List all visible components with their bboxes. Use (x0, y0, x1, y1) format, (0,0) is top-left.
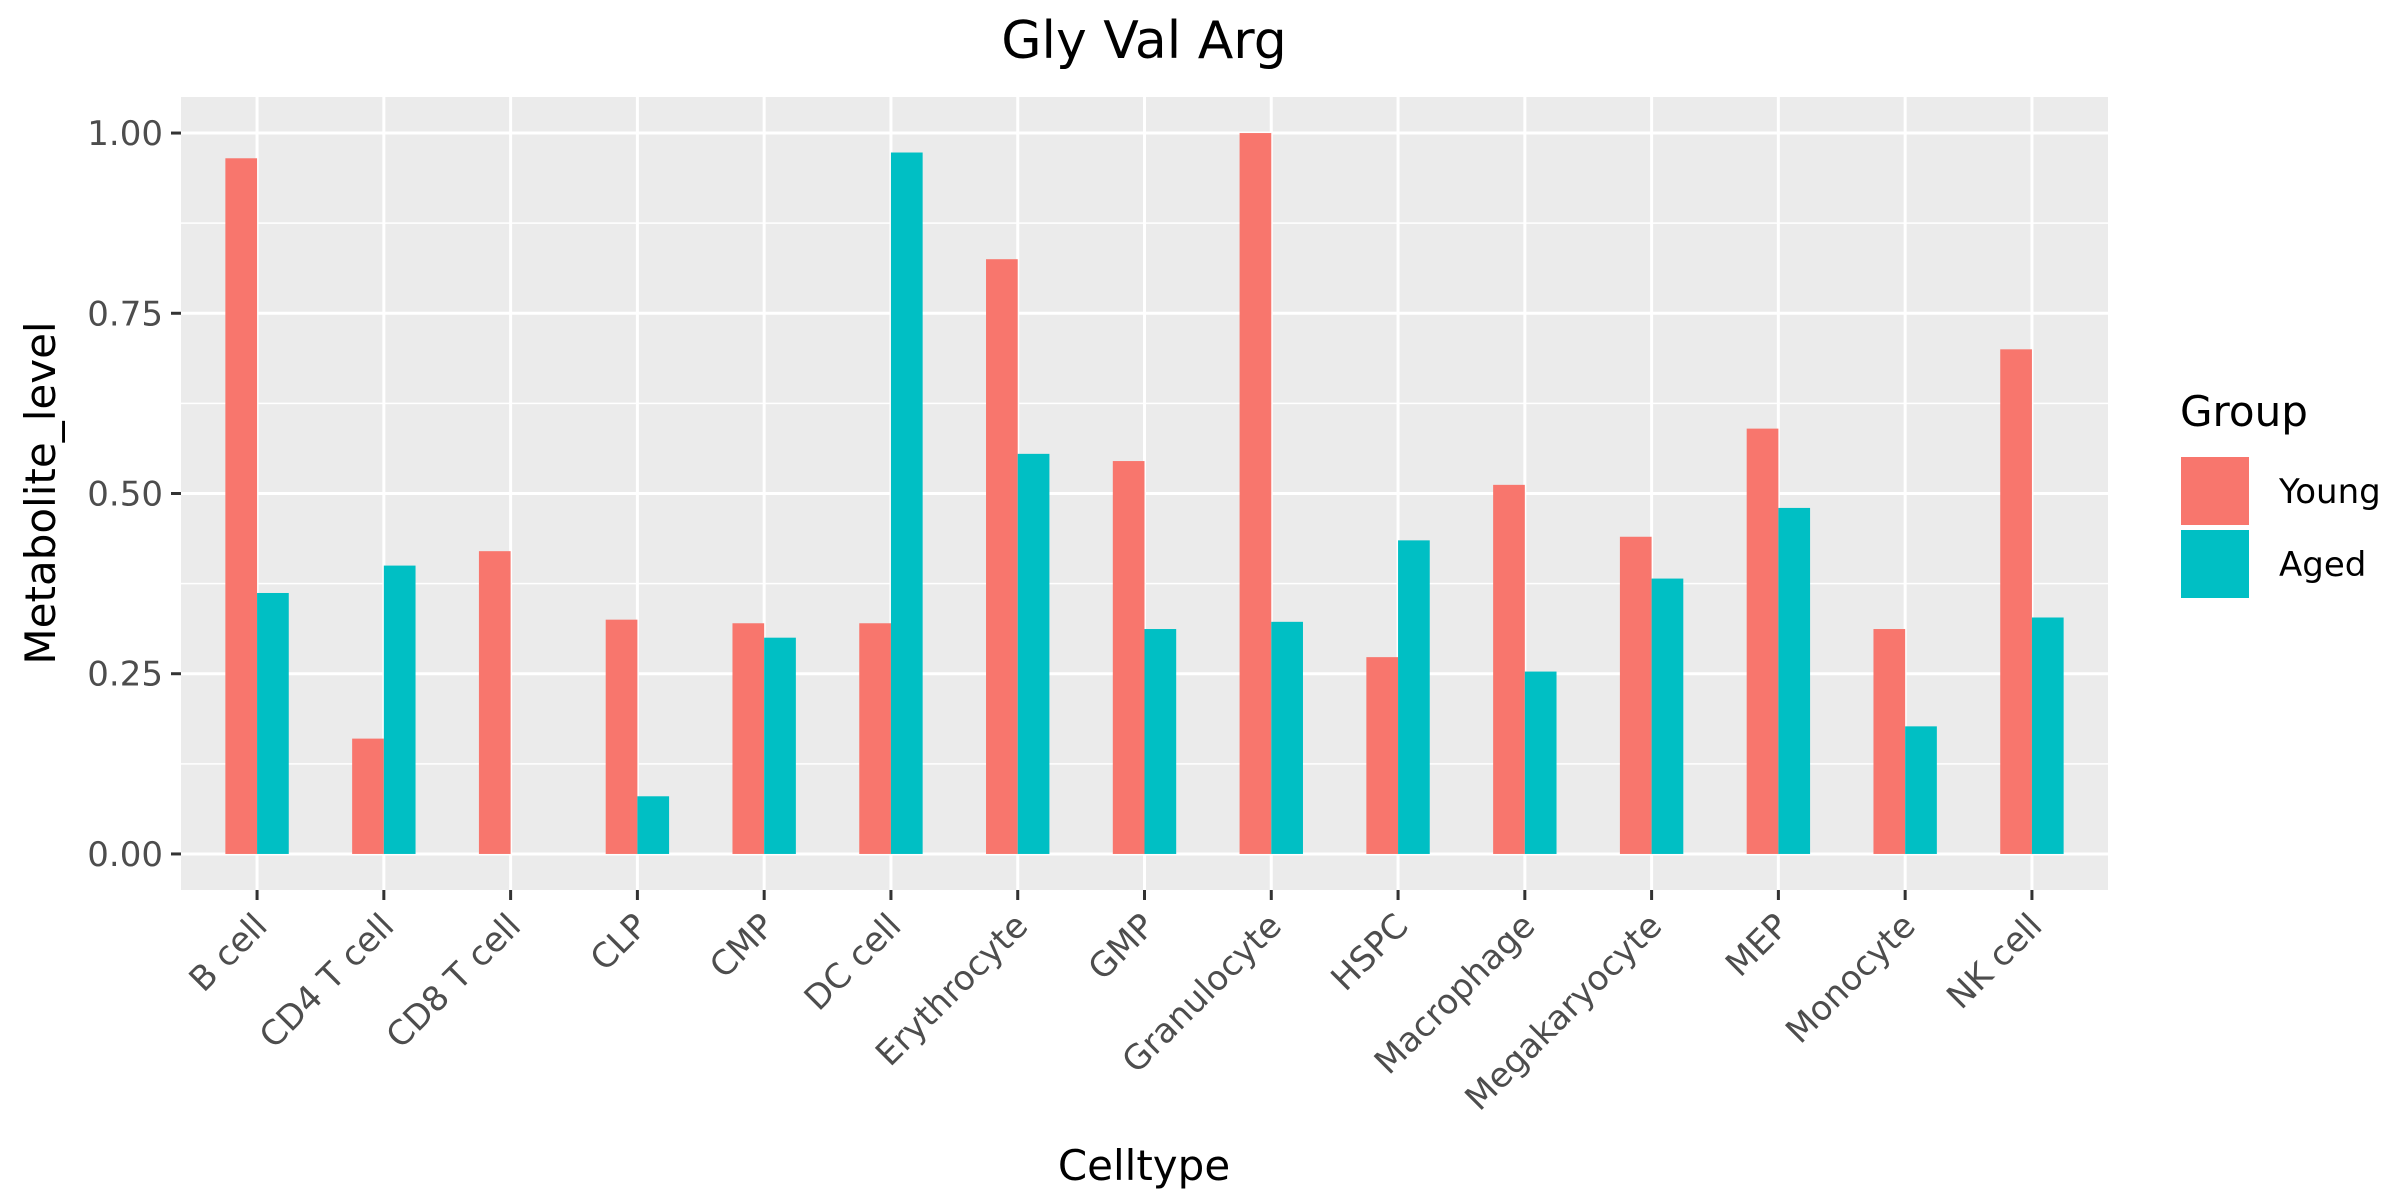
y-tick-label: 0.25 (87, 655, 163, 695)
x-tick-label: Monocyte (1778, 906, 1923, 1051)
bars-layer (225, 133, 2064, 854)
legend-key-young (2181, 457, 2249, 525)
x-tick-label: HSPC (1323, 906, 1416, 999)
bar-young-cd8-t-cell (478, 551, 511, 854)
x-tick-label: B cell (182, 906, 276, 1000)
bar-aged-nk-cell (2031, 617, 2064, 854)
x-tick-label: CD4 T cell (252, 906, 402, 1056)
bar-aged-dc-cell (890, 152, 923, 854)
legend-label-aged: Aged (2279, 545, 2366, 585)
bar-aged-mep (1778, 507, 1811, 854)
x-tick-label: NK cell (1939, 906, 2050, 1017)
bar-aged-hspc (1398, 540, 1430, 854)
chart-title: Gly Val Arg (1001, 11, 1286, 71)
y-tick-label: 0.50 (87, 475, 163, 515)
y-tick-label: 1.00 (87, 114, 163, 154)
x-tick-label: CMP (702, 906, 782, 986)
legend: Group Young Aged (2180, 387, 2381, 598)
bar-aged-macrophage (1524, 671, 1557, 854)
bar-aged-gmp (1144, 629, 1177, 854)
x-tick-label: CD8 T cell (379, 906, 529, 1056)
bar-aged-erythrocyte (1017, 453, 1050, 854)
bar-young-b-cell (225, 158, 258, 854)
bar-young-macrophage (1493, 484, 1525, 854)
bar-young-mep (1746, 428, 1779, 854)
bar-aged-cd4-t-cell (383, 565, 416, 854)
legend-title: Group (2180, 387, 2308, 436)
x-tick-label: GMP (1081, 906, 1163, 988)
bar-young-dc-cell (859, 623, 891, 854)
bar-young-nk-cell (2000, 349, 2032, 854)
x-tick-label: DC cell (797, 906, 910, 1019)
bar-young-granulocyte (1239, 133, 1272, 854)
bar-young-cd4-t-cell (352, 738, 384, 854)
bar-aged-monocyte (1905, 726, 1937, 854)
y-axis: 0.00 0.25 0.50 0.75 1.00 (87, 114, 181, 875)
x-axis-title: Celltype (1058, 1141, 1230, 1190)
y-tick-label: 0.00 (87, 835, 163, 875)
legend-key-aged (2181, 530, 2249, 598)
bar-young-cmp (732, 623, 765, 854)
x-tick-label: CLP (583, 906, 656, 979)
bar-aged-granulocyte (1271, 621, 1303, 854)
bar-aged-megakaryocyte (1651, 578, 1684, 854)
bar-young-hspc (1366, 657, 1399, 854)
bar-aged-b-cell (257, 592, 289, 854)
bar-aged-clp (637, 796, 670, 854)
legend-label-young: Young (2278, 472, 2381, 512)
bar-aged-cmp (764, 637, 796, 854)
bar-young-monocyte (1873, 629, 1906, 854)
bar-young-gmp (1112, 461, 1145, 854)
bar-young-erythrocyte (986, 259, 1018, 854)
x-tick-label: MEP (1718, 906, 1797, 985)
bar-young-clp (605, 619, 638, 854)
y-axis-title: Metabolite_level (16, 321, 65, 664)
bar-young-megakaryocyte (1619, 536, 1652, 854)
y-tick-label: 0.75 (87, 294, 163, 334)
